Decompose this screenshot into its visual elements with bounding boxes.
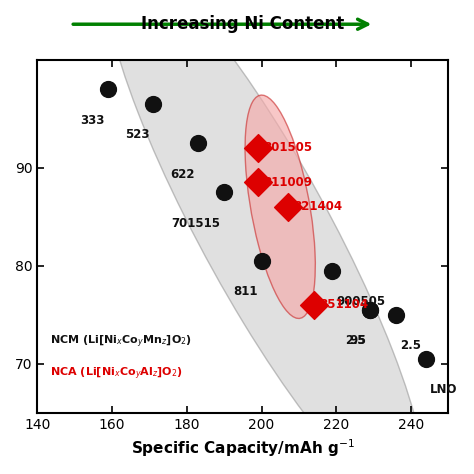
Text: 333: 333 (80, 114, 105, 127)
Text: NCM (Li[Ni$_x$Co$_y$Mn$_z$]O$_2$): NCM (Li[Ni$_x$Co$_y$Mn$_z$]O$_2$) (50, 334, 192, 350)
Point (254, 144, 262, 152)
Point (284, 203, 292, 210)
Ellipse shape (245, 95, 315, 319)
Point (220, 188, 228, 196)
Point (105, 85, 112, 93)
Text: 95: 95 (349, 334, 366, 347)
Point (422, 355, 429, 363)
Point (149, 100, 157, 108)
Text: 801505: 801505 (264, 141, 312, 155)
Point (392, 311, 400, 319)
Text: 2.5: 2.5 (345, 334, 366, 347)
Text: 622: 622 (170, 167, 194, 181)
Text: LNO: LNO (429, 383, 457, 396)
Point (258, 257, 265, 264)
Text: 900505: 900505 (336, 295, 385, 308)
Point (366, 306, 374, 314)
Title: Increasing Ni Content: Increasing Ni Content (141, 15, 345, 33)
Point (328, 267, 336, 274)
Point (254, 178, 262, 186)
Ellipse shape (105, 0, 425, 474)
Text: NCA (Li[Ni$_x$Co$_y$Al$_z$]O$_2$): NCA (Li[Ni$_x$Co$_y$Al$_z$]O$_2$) (50, 366, 183, 382)
Text: 811009: 811009 (264, 176, 312, 189)
Point (366, 306, 374, 314)
Point (310, 301, 318, 309)
X-axis label: Specific Capacity/mAh g$^{-1}$: Specific Capacity/mAh g$^{-1}$ (131, 438, 355, 459)
Text: 523: 523 (125, 128, 149, 141)
Text: 811: 811 (233, 285, 258, 298)
Text: 851104: 851104 (319, 299, 368, 311)
Point (194, 139, 202, 147)
Text: 701515: 701515 (172, 217, 220, 229)
Text: 2.5: 2.5 (400, 339, 420, 352)
Text: 821404: 821404 (293, 201, 342, 213)
